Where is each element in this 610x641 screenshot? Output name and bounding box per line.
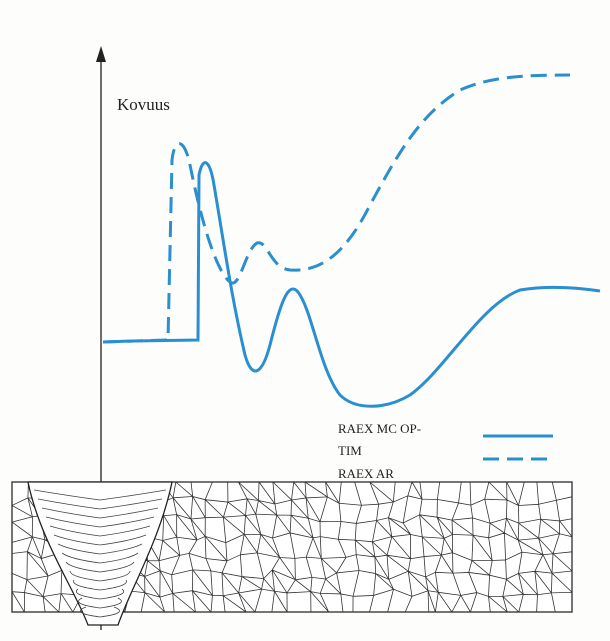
legend-label: RAEX MC OP-: [338, 421, 421, 436]
legend-label: RAEX AR: [338, 466, 394, 481]
microstructure: [12, 482, 572, 625]
axis-label: Kovuus: [117, 95, 170, 114]
figure: Kovuus RAEX MC OP- TIM RAEX AR: [0, 0, 610, 641]
legend-label: TIM: [338, 443, 362, 458]
